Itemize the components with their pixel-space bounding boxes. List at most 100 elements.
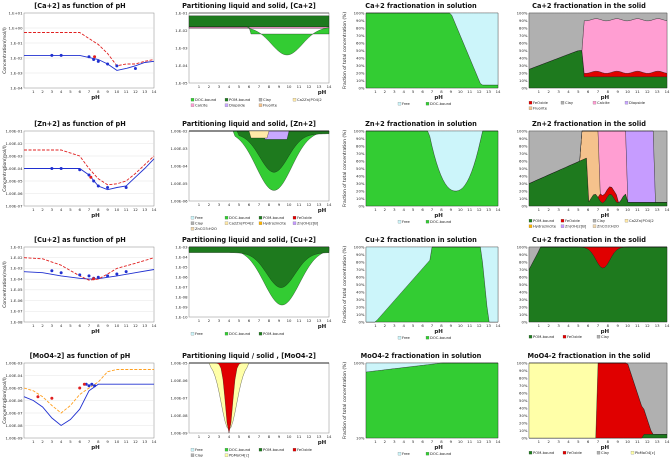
- y-tick-label: 1.E-06: [175, 274, 188, 279]
- legend-swatch: [528, 219, 533, 223]
- legend-swatch: [592, 224, 597, 228]
- x-tick-label: 5: [577, 89, 580, 94]
- y-tick-label: 40%: [519, 405, 528, 410]
- x-tick-label: 8: [607, 207, 610, 212]
- x-tick-label: 1: [198, 434, 201, 439]
- y-tick-label: 1.00E-06: [5, 398, 23, 403]
- x-tick-label: 9: [278, 434, 281, 439]
- solid-series-line: [24, 158, 155, 191]
- y-tick-label: 1.E-05: [10, 287, 23, 292]
- x-tick-label: 2: [208, 202, 211, 207]
- legend-label: Free: [195, 332, 204, 336]
- y-tick-label: 10%: [519, 428, 528, 433]
- chart-svg: 1.00E-01 1.00E-02 1.00E-03 1.00E-04 1.00E-05…: [2, 128, 157, 219]
- x-tick-label: 4: [567, 89, 570, 94]
- x-tick-label: 3: [51, 89, 54, 94]
- x-tick-label: 5: [238, 84, 241, 89]
- y-tick-label: 1.E-02: [10, 55, 23, 60]
- x-tick-label: 2: [384, 89, 387, 94]
- legend-label: Clay: [263, 98, 272, 102]
- legend-label: POM-bound: [263, 332, 284, 336]
- x-tick-label: 14: [496, 439, 501, 444]
- y-tick-label: 30%: [519, 413, 528, 418]
- y-axis-label: Concentration(mol/l): [2, 145, 8, 192]
- x-tick-label: 14: [665, 207, 670, 212]
- legend-label: Free: [195, 448, 204, 452]
- x-tick-label: 7: [258, 318, 261, 323]
- legend-label: Calcite: [597, 101, 610, 105]
- x-tick-label: 5: [69, 439, 72, 444]
- y-tick-label: 20%: [519, 70, 528, 75]
- y-tick-label: 10%: [519, 78, 528, 83]
- data-point: [50, 396, 54, 400]
- y-tick-label: 0%: [358, 85, 364, 90]
- y-tick-label: 1.E-07: [175, 284, 188, 289]
- data-point: [93, 55, 97, 59]
- panel-sol-3: MoO4-2 fractionation in solution 100% 10% 1…: [338, 352, 504, 467]
- x-tick-label: 14: [665, 439, 670, 444]
- y-tick-label: 50%: [519, 166, 528, 171]
- x-axis-label: pH: [601, 445, 610, 451]
- panel-title: [Zn+2] as function of pH: [34, 120, 126, 128]
- x-tick-label: 4: [228, 434, 231, 439]
- x-tick-label: 9: [450, 323, 453, 328]
- x-tick-label: 11: [297, 84, 302, 89]
- legend-swatch: [190, 453, 195, 457]
- x-tick-label: 5: [412, 89, 415, 94]
- data-point: [87, 55, 91, 59]
- x-tick-label: 13: [655, 207, 660, 212]
- y-tick-label: 1.E-04: [10, 276, 23, 281]
- legend-label: Zn(OH)2[B]: [565, 225, 587, 229]
- legend-label: FeOxide: [297, 448, 313, 452]
- x-tick-label: 13: [142, 439, 147, 444]
- y-tick-label: 90%: [356, 252, 365, 257]
- x-tick-label: 11: [297, 318, 302, 323]
- pom-bound-region: [188, 246, 330, 288]
- x-tick-label: 13: [486, 439, 491, 444]
- y-tick-label: 0%: [521, 85, 527, 90]
- data-point: [124, 186, 128, 190]
- x-axis-label: pH: [601, 95, 610, 101]
- x-tick-label: 2: [41, 439, 44, 444]
- x-tick-label: 13: [655, 89, 660, 94]
- dashed-series-line: [24, 149, 155, 186]
- x-tick-label: 10: [287, 84, 292, 89]
- y-tick-label: 1.E-05: [175, 264, 188, 269]
- x-tick-label: 12: [477, 323, 482, 328]
- legend-swatch: [425, 102, 430, 106]
- y-tick-label: 50%: [519, 48, 528, 53]
- panel-title: Partitioning liquid / solid , [MoO4-2]: [182, 352, 316, 360]
- y-tick-label: 10%: [519, 196, 528, 201]
- legend-swatch: [258, 216, 263, 220]
- y-tick-label: 1.E-06: [10, 298, 23, 303]
- x-axis-label: pH: [91, 445, 100, 451]
- data-point: [96, 275, 100, 279]
- x-tick-label: 1: [538, 323, 541, 328]
- free-area: [366, 130, 498, 192]
- y-tick-label: 30%: [519, 297, 528, 302]
- y-axis-label: Fraction of total concentration (%): [342, 246, 348, 324]
- y-tick-label: 1.E-03: [10, 70, 23, 75]
- doc-bound-region: [189, 26, 330, 56]
- panel-conc-2: [Cu+2] as function of pH 1.E-01 1.E-02 1.E-…: [0, 236, 160, 351]
- data-point: [36, 395, 40, 399]
- y-tick-label: 80%: [519, 143, 528, 148]
- x-tick-label: 12: [645, 439, 650, 444]
- x-tick-label: 7: [88, 323, 91, 328]
- legend-label: Clay: [195, 454, 204, 458]
- y-tick-label: 1.00E-09: [170, 430, 188, 435]
- y-tick-label: 1.E-02: [10, 255, 23, 260]
- y-tick-label: 90%: [519, 136, 528, 141]
- x-tick-label: 10: [114, 439, 119, 444]
- data-point: [87, 173, 91, 177]
- pom-bound-region: [188, 15, 330, 28]
- legend-swatch: [397, 452, 402, 456]
- x-tick-label: 4: [403, 439, 406, 444]
- y-tick-label: 0%: [358, 203, 364, 208]
- x-tick-label: 10: [114, 323, 119, 328]
- x-tick-label: 9: [278, 202, 281, 207]
- legend-swatch: [624, 219, 629, 223]
- x-tick-label: 13: [486, 323, 491, 328]
- x-tick-label: 12: [477, 89, 482, 94]
- x-tick-label: 2: [208, 84, 211, 89]
